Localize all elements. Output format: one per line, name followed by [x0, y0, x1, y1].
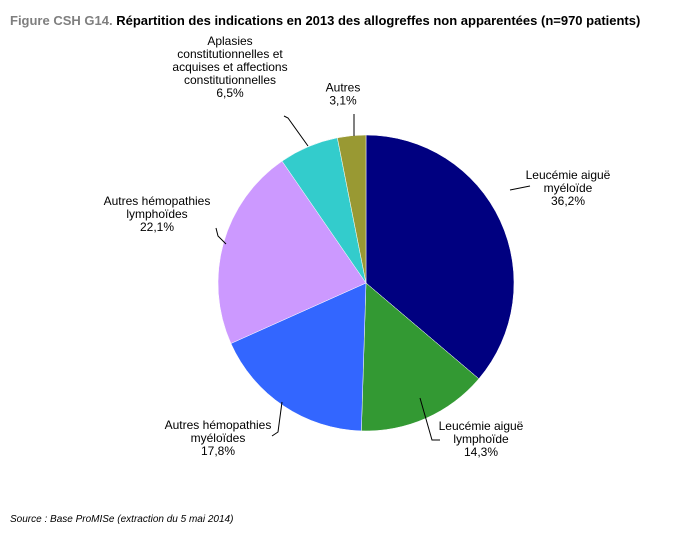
slice-category-label: Autres	[326, 81, 361, 95]
leader-line-1	[509, 185, 531, 191]
slice-value-label: 14,3%	[464, 445, 498, 459]
slice-label-2: Leucémie aiguë lymphoïde 14,3%	[439, 419, 524, 459]
slice-label-6: Autres 3,1%	[326, 81, 361, 108]
slice-category-label: Leucémie aiguë	[439, 419, 524, 433]
slice-category-label: myéloïdes	[191, 431, 246, 445]
leader-line-5	[283, 115, 309, 147]
pie-slice-3	[230, 282, 367, 432]
slice-category-label: lymphoïdes	[126, 207, 187, 221]
source-note: Source : Base ProMISe (extraction du 5 m…	[10, 514, 234, 525]
slice-value-label: 6,5%	[216, 86, 244, 100]
leader-line-3	[271, 401, 283, 437]
slice-category-label: Aplasies	[207, 34, 252, 48]
slice-value-label: 3,1%	[329, 94, 357, 108]
slice-category-label: lymphoïde	[453, 432, 509, 446]
leader-line-2	[419, 397, 440, 441]
slice-category-label: Leucémie aiguë	[526, 168, 611, 182]
slice-category-label: Autres hémopathies	[104, 194, 211, 208]
slice-value-label: 17,8%	[201, 444, 235, 458]
pie-slice-4	[217, 160, 367, 344]
slice-category-label: myéloïde	[544, 181, 593, 195]
figure-number: Figure CSH G14.	[10, 13, 113, 28]
slice-label-5: Aplasies constitutionnelles et acquises et…	[172, 34, 287, 100]
slice-label-1: Leucémie aiguë myéloïde 36,2%	[526, 168, 611, 208]
slice-category-label: constitutionnelles	[184, 73, 276, 87]
figure-title-text: Répartition des indications en 2013 des …	[116, 13, 641, 28]
pie-slice-1	[365, 134, 515, 380]
slice-label-3: Autres hémopathies myéloïdes 17,8%	[165, 418, 272, 458]
slice-category-label: Autres hémopathies	[165, 418, 272, 432]
slice-label-4: Autres hémopathies lymphoïdes 22,1%	[104, 194, 211, 234]
slice-value-label: 22,1%	[140, 220, 174, 234]
chart-title: Figure CSH G14. Répartition des indicati…	[10, 13, 640, 28]
slice-category-label: constitutionnelles et	[177, 47, 283, 61]
slice-category-label: acquises et affections	[172, 60, 287, 74]
slice-value-label: 36,2%	[551, 194, 585, 208]
pie-slice-6	[337, 134, 367, 284]
leader-line-4	[215, 227, 227, 245]
